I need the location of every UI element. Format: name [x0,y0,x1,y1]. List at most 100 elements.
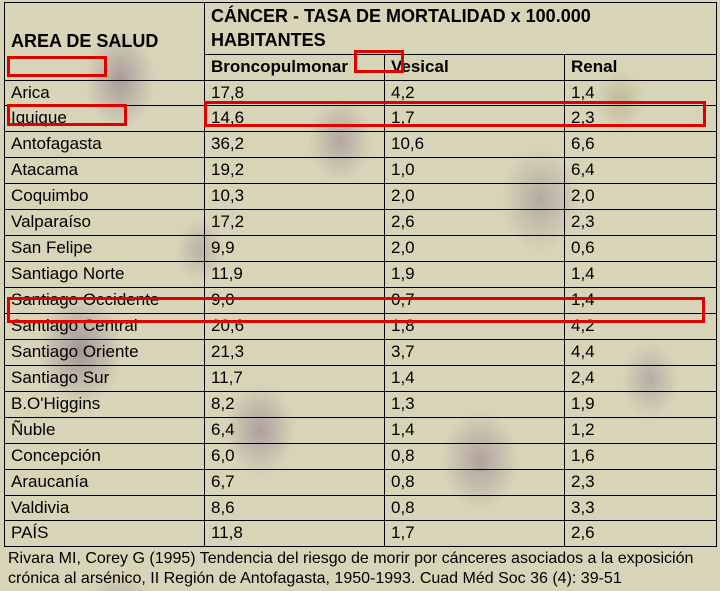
table-row: Iquique14,61,72,3 [5,106,717,132]
cell-ve: 10,6 [385,132,565,158]
cell-area: Ñuble [5,417,205,443]
cell-bp: 17,8 [205,80,385,106]
cell-area: Santiago Sur [5,365,205,391]
cell-re: 0,6 [565,236,717,262]
cell-bp: 10,3 [205,184,385,210]
cell-ve: 1,4 [385,365,565,391]
cell-bp: 11,8 [205,521,385,547]
cell-bp: 21,3 [205,339,385,365]
col-bp-header: Broncopulmonar [205,54,385,80]
cell-area: Santiago Central [5,313,205,339]
page-wrap: AREA DE SALUD CÁNCER - TASA DE MORTALIDA… [0,0,720,540]
col-ve-header: Vesical [385,54,565,80]
cell-re: 2,3 [565,106,717,132]
cell-re: 6,4 [565,158,717,184]
cell-area: Coquimbo [5,184,205,210]
cell-ve: 4,2 [385,80,565,106]
cell-bp: 14,6 [205,106,385,132]
table-row: Ñuble6,41,41,2 [5,417,717,443]
table-row: B.O'Higgins8,21,31,9 [5,391,717,417]
cell-re: 1,2 [565,417,717,443]
cell-area: Valparaíso [5,210,205,236]
table-row: Santiago Sur11,71,42,4 [5,365,717,391]
cell-bp: 6,4 [205,417,385,443]
cell-ve: 0,8 [385,443,565,469]
cell-bp: 17,2 [205,210,385,236]
cell-ve: 1,3 [385,391,565,417]
mortality-table: AREA DE SALUD CÁNCER - TASA DE MORTALIDA… [4,2,717,547]
cell-re: 1,6 [565,443,717,469]
cell-re: 1,4 [565,262,717,288]
cell-re: 6,6 [565,132,717,158]
col-main-header: CÁNCER - TASA DE MORTALIDAD x 100.000 HA… [205,3,717,55]
table-row: Santiago Occidente9,00,71,4 [5,288,717,314]
cell-bp: 9,9 [205,236,385,262]
cell-bp: 11,7 [205,365,385,391]
cell-re: 2,0 [565,184,717,210]
table-row: PAÍS11,81,72,6 [5,521,717,547]
cell-bp: 8,2 [205,391,385,417]
cell-bp: 8,6 [205,495,385,521]
cell-bp: 6,0 [205,443,385,469]
table-row: Valdivia8,60,83,3 [5,495,717,521]
cell-area: Antofagasta [5,132,205,158]
cell-re: 1,4 [565,288,717,314]
table-row: Araucanía6,70,82,3 [5,469,717,495]
cell-area: Iquique [5,106,205,132]
cell-ve: 2,0 [385,184,565,210]
cell-ve: 1,0 [385,158,565,184]
table-row: San Felipe9,92,00,6 [5,236,717,262]
cell-area: Santiago Norte [5,262,205,288]
cell-ve: 2,0 [385,236,565,262]
col-area-header: AREA DE SALUD [5,3,205,81]
cell-ve: 2,6 [385,210,565,236]
cell-re: 1,4 [565,80,717,106]
cell-bp: 6,7 [205,469,385,495]
table-row: Santiago Oriente21,33,74,4 [5,339,717,365]
table-row: Coquimbo10,32,02,0 [5,184,717,210]
cell-area: Santiago Oriente [5,339,205,365]
table-row: Santiago Central20,61,84,2 [5,313,717,339]
table-row: Santiago Norte11,91,91,4 [5,262,717,288]
cell-bp: 20,6 [205,313,385,339]
col-re-header: Renal [565,54,717,80]
cell-area: Santiago Occidente [5,288,205,314]
cell-re: 3,3 [565,495,717,521]
cell-ve: 1,8 [385,313,565,339]
cell-bp: 9,0 [205,288,385,314]
cell-bp: 36,2 [205,132,385,158]
table-row: Arica17,84,21,4 [5,80,717,106]
cell-area: Araucanía [5,469,205,495]
cell-re: 4,4 [565,339,717,365]
cell-ve: 3,7 [385,339,565,365]
cell-re: 2,3 [565,469,717,495]
cell-ve: 0,8 [385,495,565,521]
cell-ve: 1,9 [385,262,565,288]
cell-area: Concepción [5,443,205,469]
table-row: Concepción6,00,81,6 [5,443,717,469]
cell-bp: 11,9 [205,262,385,288]
cell-ve: 1,7 [385,106,565,132]
cell-area: Valdivia [5,495,205,521]
cell-ve: 1,4 [385,417,565,443]
cell-ve: 0,8 [385,469,565,495]
table-row: Antofagasta36,210,66,6 [5,132,717,158]
cell-area: Atacama [5,158,205,184]
cell-re: 2,6 [565,521,717,547]
cell-ve: 1,7 [385,521,565,547]
cell-bp: 19,2 [205,158,385,184]
cell-area: PAÍS [5,521,205,547]
cell-re: 4,2 [565,313,717,339]
citation-text: Rivara MI, Corey G (1995) Tendencia del … [4,547,716,591]
cell-re: 1,9 [565,391,717,417]
table-header-row: AREA DE SALUD CÁNCER - TASA DE MORTALIDA… [5,3,717,55]
cell-re: 2,4 [565,365,717,391]
table-row: Atacama19,21,06,4 [5,158,717,184]
cell-area: B.O'Higgins [5,391,205,417]
cell-area: San Felipe [5,236,205,262]
cell-area: Arica [5,80,205,106]
table-body: Arica17,84,21,4Iquique14,61,72,3Antofaga… [5,80,717,547]
cell-re: 2,3 [565,210,717,236]
table-row: Valparaíso17,22,62,3 [5,210,717,236]
cell-ve: 0,7 [385,288,565,314]
